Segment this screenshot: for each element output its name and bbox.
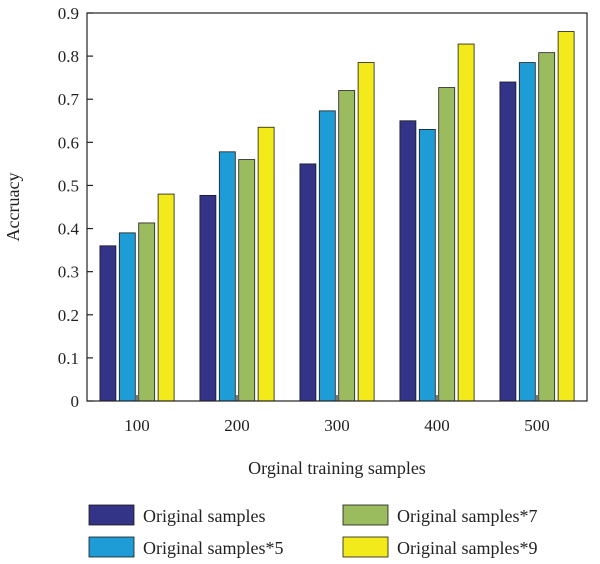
y-axis: 0 0.1 0.2 0.3 0.4 0.5 0.6 0.7 0.8 0.9 <box>58 4 93 411</box>
bars-group <box>99 31 575 402</box>
legend-swatch <box>88 536 135 558</box>
bar <box>418 128 436 402</box>
legend-label: Original samples*5 <box>143 538 283 558</box>
y-tick-label: 0.9 <box>58 4 79 23</box>
y-tick-label: 0.8 <box>58 47 79 66</box>
bar <box>118 232 136 402</box>
bar <box>357 62 375 402</box>
x-tick-label: 200 <box>224 416 250 435</box>
bar <box>538 52 556 402</box>
bar <box>318 110 336 402</box>
bar <box>499 81 517 402</box>
bar <box>557 31 575 402</box>
y-tick-label: 0.1 <box>58 349 79 368</box>
bar <box>157 193 175 402</box>
bar <box>299 163 317 402</box>
x-axis-label: Orginal training samples <box>248 458 426 478</box>
x-tick-label: 500 <box>524 416 550 435</box>
legend-label: Original samples*7 <box>397 506 537 526</box>
legend: Original samples Original samples*5 Origin… <box>88 504 537 558</box>
bar <box>438 87 456 402</box>
y-tick-label: 0.6 <box>58 133 79 152</box>
y-tick-label: 0.2 <box>58 306 79 325</box>
bar <box>457 43 475 402</box>
bar <box>238 159 256 402</box>
bar <box>99 245 117 402</box>
legend-label: Original samples*9 <box>397 538 537 558</box>
y-tick-label: 0.3 <box>58 263 79 282</box>
x-tick-label: 400 <box>424 416 450 435</box>
legend-label: Original samples <box>143 506 265 526</box>
legend-swatch <box>342 504 389 526</box>
bar <box>218 151 236 402</box>
bar <box>518 62 536 402</box>
bar <box>257 126 275 402</box>
x-tick-label: 300 <box>324 416 350 435</box>
bar <box>199 194 217 402</box>
y-axis-label: Accruacy <box>3 173 23 242</box>
legend-swatch <box>342 536 389 558</box>
bar <box>399 120 417 402</box>
x-tick-label: 100 <box>124 416 150 435</box>
x-axis: 100 200 300 400 500 <box>124 395 550 435</box>
bar <box>138 222 156 402</box>
y-tick-label: 0.5 <box>58 176 79 195</box>
y-tick-label: 0 <box>71 392 80 411</box>
legend-swatch <box>88 504 135 526</box>
y-tick-label: 0.4 <box>58 220 80 239</box>
bar <box>338 90 356 402</box>
y-tick-label: 0.7 <box>58 90 80 109</box>
